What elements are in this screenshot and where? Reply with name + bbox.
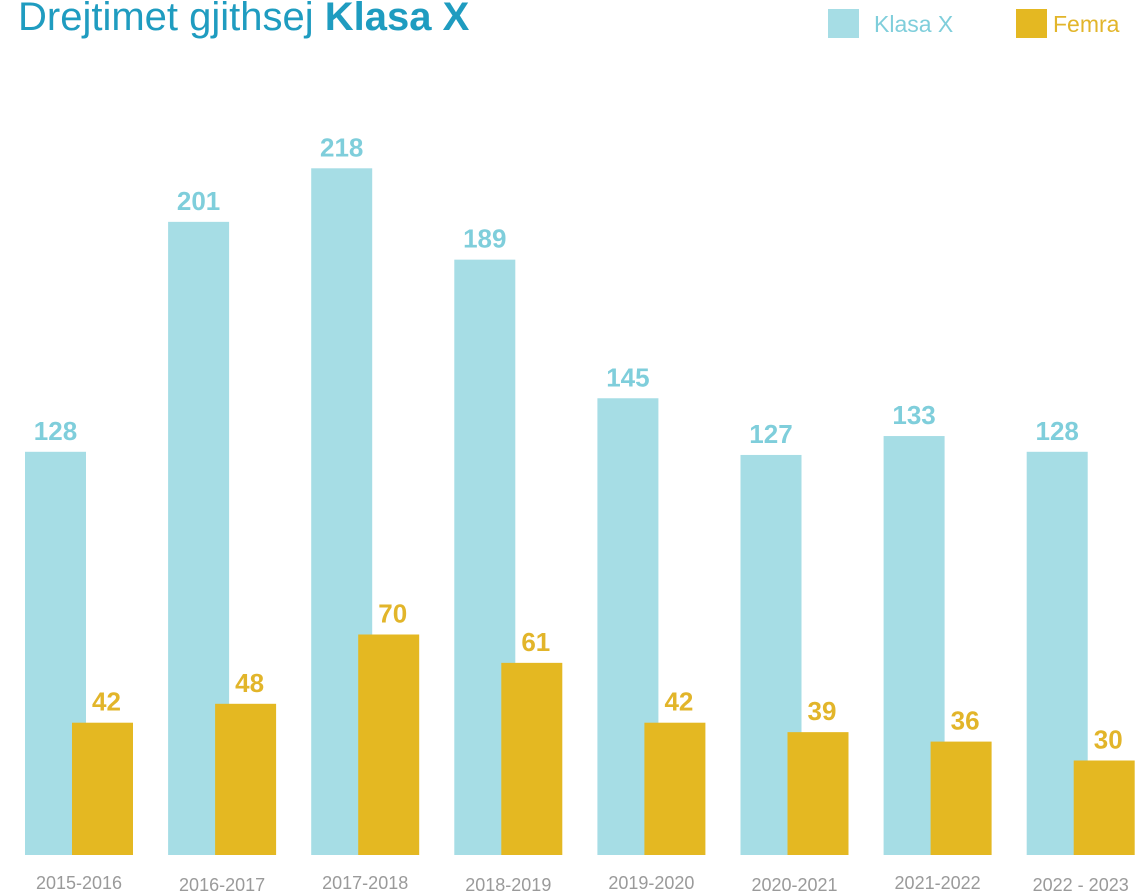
value-label: 218: [320, 132, 363, 162]
value-label: 39: [808, 696, 837, 726]
value-label: 127: [749, 419, 792, 449]
value-label: 128: [34, 416, 77, 446]
bar: [501, 662, 563, 855]
x-tick-label: 2016-2017: [179, 875, 265, 893]
bar: [930, 741, 992, 855]
x-tick-label: 2019-2020: [608, 873, 694, 893]
value-label: 133: [892, 400, 935, 430]
value-label: 189: [463, 224, 506, 254]
legend-label: Klasa X: [874, 11, 953, 37]
value-label: 42: [664, 687, 693, 717]
bar: [1073, 760, 1135, 855]
title-part: Klasa X: [325, 0, 470, 39]
x-tick-label: 2018-2019: [465, 875, 551, 893]
value-label: 70: [378, 599, 407, 629]
x-tick-label: 2015-2016: [36, 873, 122, 893]
value-label: 145: [606, 362, 649, 392]
x-tick-label: 2022 - 2023: [1033, 875, 1129, 893]
chart-title: Drejtimet gjithsej Klasa X: [18, 0, 470, 39]
value-label: 61: [521, 627, 550, 657]
bar: [358, 634, 420, 855]
value-label: 201: [177, 186, 220, 216]
x-tick-label: 2021-2022: [895, 873, 981, 893]
x-tick-label: 2020-2021: [751, 875, 837, 893]
bar: [644, 722, 706, 855]
legend-swatch: [828, 9, 859, 38]
value-label: 30: [1094, 725, 1123, 755]
bar: [72, 722, 133, 855]
value-label: 48: [235, 668, 264, 698]
legend-label: Femra: [1053, 11, 1120, 37]
value-label: 36: [951, 706, 980, 736]
title-part: Drejtimet gjithsej: [18, 0, 314, 39]
value-label: 128: [1036, 416, 1079, 446]
bar: [215, 703, 277, 855]
value-label: 42: [92, 687, 121, 717]
bar: [787, 732, 849, 855]
legend-swatch: [1016, 9, 1047, 38]
x-tick-label: 2017-2018: [322, 873, 408, 893]
